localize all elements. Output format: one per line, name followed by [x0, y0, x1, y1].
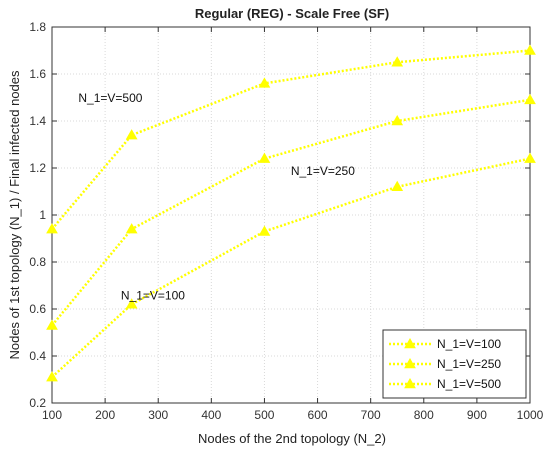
legend-marker: [404, 357, 416, 369]
y-tick-label: 0.6: [29, 302, 46, 316]
legend: N_1=V=100 N_1=V=250 N_1=V=500: [382, 329, 527, 399]
x-axis-label: Nodes of the 2nd topology (N_2): [198, 431, 386, 446]
data-point: [125, 129, 138, 140]
axes-box: [51, 26, 531, 404]
legend-entry: N_1=V=500: [389, 377, 501, 391]
legend-marker: [404, 337, 416, 349]
y-tick-label: 1.8: [29, 20, 46, 34]
data-point: [258, 225, 271, 236]
y-tick-label: 0.4: [29, 349, 46, 363]
series-2: [46, 93, 536, 330]
x-tick-label: 200: [95, 408, 115, 422]
y-tick-label: 1: [39, 208, 46, 222]
series-3: [46, 44, 536, 234]
data-point: [46, 223, 58, 234]
annotation-label: N_1=V=100: [121, 289, 185, 303]
y-tick-label: 1.2: [29, 161, 46, 175]
x-tick-label: 300: [148, 408, 168, 422]
annotation-label: N_1=V=250: [291, 164, 355, 178]
chart-title: Regular (REG) - Scale Free (SF): [195, 6, 389, 21]
data-point: [391, 56, 404, 67]
data-point: [125, 298, 138, 309]
x-tick-label: 1000: [517, 408, 544, 422]
x-tick-label: 400: [201, 408, 221, 422]
data-point: [524, 93, 536, 105]
plot-area: 100 200 300 400 500 600 700 800 900 1000 0.2 0.4 0.6…: [29, 20, 543, 422]
data-point: [125, 223, 138, 234]
data-point: [258, 152, 271, 163]
legend-entry: N_1=V=250: [389, 357, 501, 371]
x-tick-label: 100: [42, 408, 62, 422]
y-tick-label: 1.4: [29, 114, 46, 128]
legend-label: N_1=V=250: [437, 357, 501, 371]
y-axis-label: Nodes of 1st topology (N_1) / Final infe…: [7, 70, 22, 360]
data-point: [391, 180, 404, 192]
x-tick-label: 900: [467, 408, 487, 422]
y-tick-label: 0.2: [29, 396, 46, 410]
x-tick-label: 700: [361, 408, 381, 422]
series-1: [46, 152, 536, 382]
x-tick-label: 600: [308, 408, 328, 422]
data-point: [391, 114, 404, 126]
x-tick-label: 500: [254, 408, 274, 422]
data-point: [524, 44, 536, 55]
legend-marker: [404, 377, 416, 389]
y-tick-label: 1.6: [29, 67, 46, 81]
annotation-label: N_1=V=500: [78, 91, 142, 105]
legend-label: N_1=V=500: [437, 377, 501, 391]
data-point: [46, 319, 58, 330]
series-line: [51, 157, 531, 379]
data-point: [258, 77, 271, 88]
legend-entry: N_1=V=100: [389, 337, 501, 351]
y-tick-label: 0.8: [29, 255, 46, 269]
legend-label: N_1=V=100: [437, 337, 501, 351]
data-point: [46, 371, 58, 382]
x-tick-label: 800: [414, 408, 434, 422]
data-point: [524, 152, 536, 163]
